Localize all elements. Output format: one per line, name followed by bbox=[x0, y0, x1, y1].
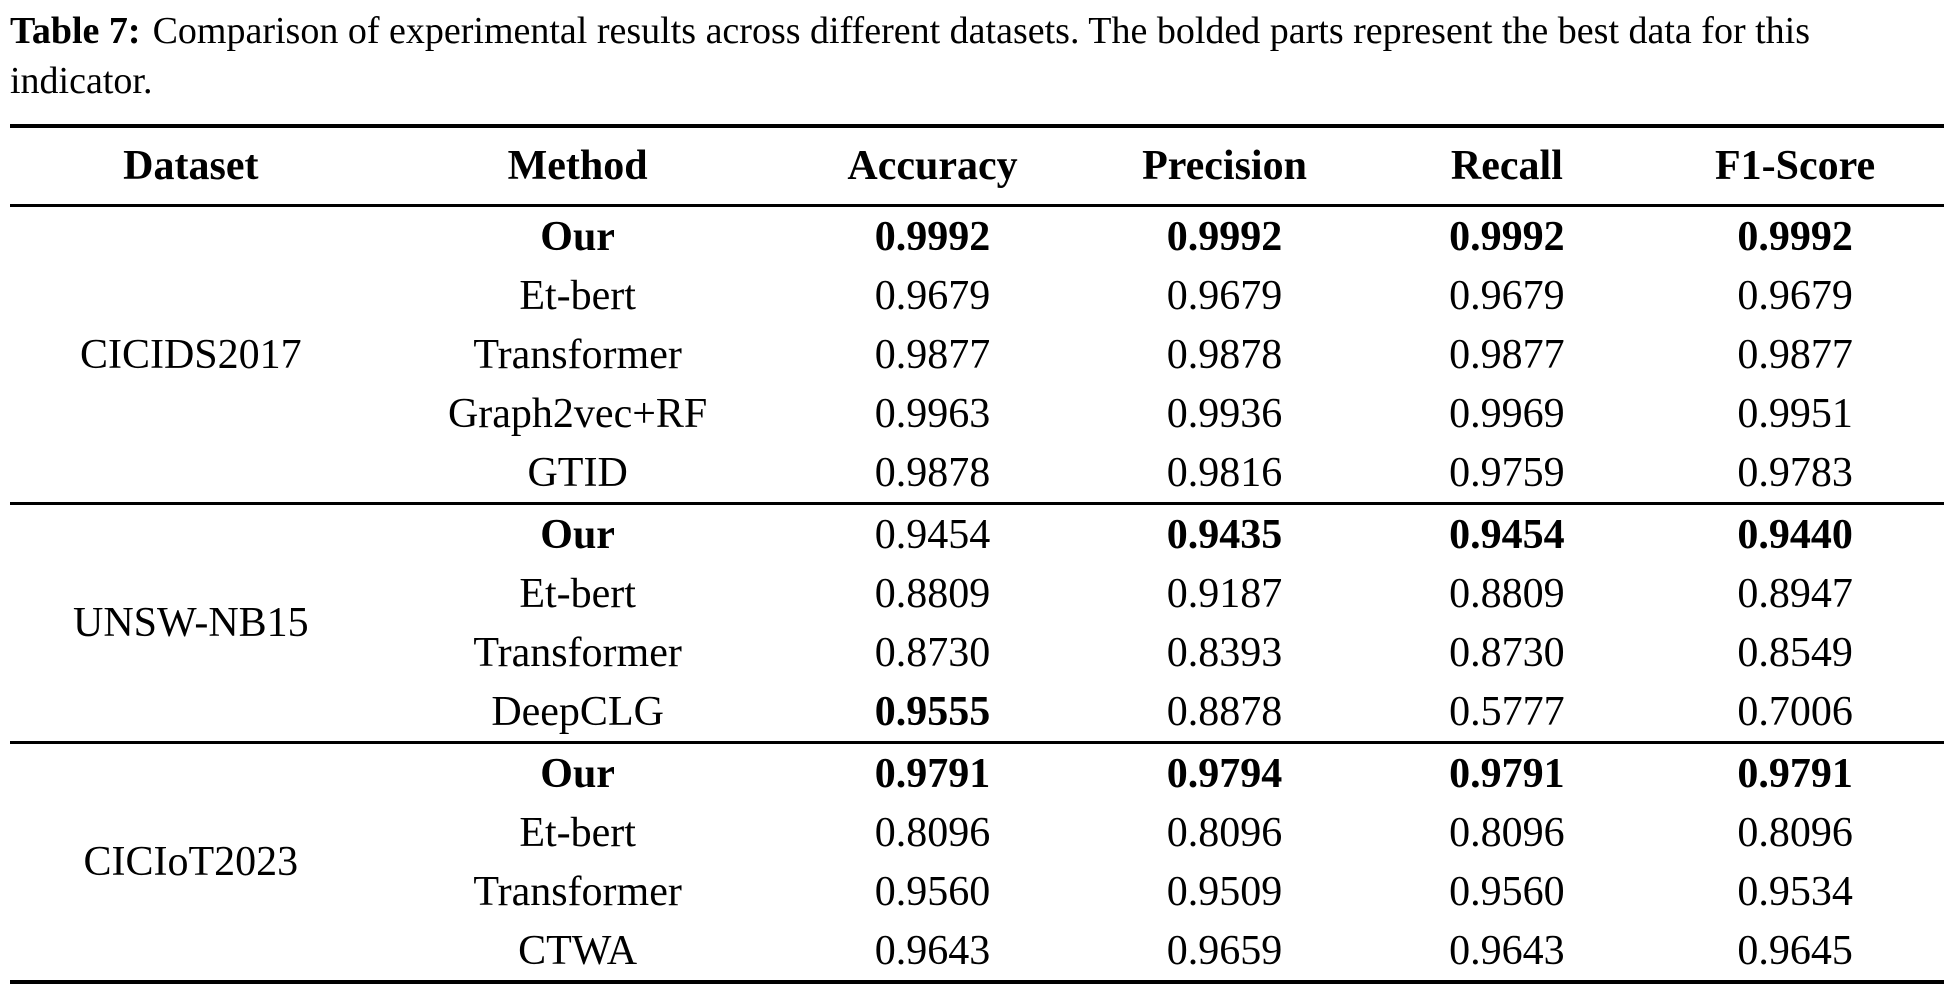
method-cell: Et-bert bbox=[519, 570, 636, 617]
method-cell: Our bbox=[540, 750, 615, 797]
table-row: DeepCLG 0.9555 0.8878 0.5777 0.7006 bbox=[10, 682, 1944, 743]
table-row: Et-bert 0.8809 0.9187 0.8809 0.8947 bbox=[10, 564, 1944, 623]
table-row: Et-bert 0.8096 0.8096 0.8096 0.8096 bbox=[10, 803, 1944, 862]
value-cell: 0.9951 bbox=[1737, 390, 1853, 437]
table-row: GTID 0.9878 0.9816 0.9759 0.9783 bbox=[10, 443, 1944, 504]
value-cell: 0.8096 bbox=[874, 809, 991, 856]
group-unsw-nb15: UNSW-NB15 Our 0.9454 0.9435 0.9454 0.944… bbox=[10, 504, 1944, 743]
value-cell: 0.8947 bbox=[1737, 570, 1853, 617]
value-cell: 0.9643 bbox=[1449, 927, 1565, 974]
value-cell: 0.9783 bbox=[1737, 449, 1853, 496]
value-cell: 0.9992 bbox=[874, 213, 991, 260]
value-cell: 0.8809 bbox=[874, 570, 991, 617]
value-cell: 0.9969 bbox=[1449, 390, 1565, 437]
value-cell: 0.9992 bbox=[1449, 213, 1565, 260]
value-cell: 0.9963 bbox=[874, 390, 991, 437]
value-cell: 0.9454 bbox=[1449, 511, 1565, 558]
table-row: UNSW-NB15 Our 0.9454 0.9435 0.9454 0.944… bbox=[10, 504, 1944, 647]
value-cell: 0.9992 bbox=[1737, 213, 1853, 260]
method-cell: Our bbox=[540, 213, 615, 260]
group-ciciot2023: CICIoT2023 Our 0.9791 0.9794 0.9791 0.97… bbox=[10, 743, 1944, 983]
value-cell: 0.9878 bbox=[1166, 331, 1283, 378]
value-cell: 0.9454 bbox=[874, 511, 991, 558]
value-cell: 0.9643 bbox=[874, 927, 991, 974]
table-row: Transformer 0.8730 0.8393 0.8730 0.8549 bbox=[10, 623, 1944, 682]
method-cell: Transformer bbox=[473, 629, 682, 676]
value-cell: 0.8393 bbox=[1166, 629, 1283, 676]
value-cell: 0.9791 bbox=[1737, 750, 1853, 797]
value-cell: 0.8096 bbox=[1166, 809, 1283, 856]
value-cell: 0.5777 bbox=[1449, 688, 1565, 735]
table-row: Transformer 0.9877 0.9878 0.9877 0.9877 bbox=[10, 325, 1944, 384]
table-caption: Table 7: Comparison of experimental resul… bbox=[10, 6, 1944, 106]
method-cell: Our bbox=[540, 511, 615, 558]
caption-text: Comparison of experimental results acros… bbox=[10, 10, 1811, 103]
method-cell: DeepCLG bbox=[491, 688, 664, 735]
value-cell: 0.8096 bbox=[1449, 809, 1565, 856]
header-accuracy: Accuracy bbox=[783, 124, 1082, 208]
table-row: CICIDS2017 Our 0.9992 0.9992 0.9992 0.99… bbox=[10, 206, 1944, 378]
value-cell: 0.8878 bbox=[1166, 688, 1283, 735]
value-cell: 0.8809 bbox=[1449, 570, 1565, 617]
table-row: CICIoT2023 Our 0.9791 0.9794 0.9791 0.97… bbox=[10, 743, 1944, 886]
method-cell: CTWA bbox=[518, 927, 638, 974]
value-cell: 0.9878 bbox=[874, 449, 991, 496]
value-cell: 0.9791 bbox=[874, 750, 991, 797]
value-cell: 0.9992 bbox=[1166, 213, 1283, 260]
value-cell: 0.8730 bbox=[874, 629, 991, 676]
method-cell: Et-bert bbox=[519, 809, 636, 856]
value-cell: 0.9187 bbox=[1166, 570, 1283, 617]
value-cell: 0.9560 bbox=[874, 868, 991, 915]
value-cell: 0.9440 bbox=[1737, 511, 1853, 558]
value-cell: 0.9645 bbox=[1737, 927, 1853, 974]
value-cell: 0.9679 bbox=[1737, 272, 1853, 319]
value-cell: 0.9936 bbox=[1166, 390, 1283, 437]
results-table: Dataset Method Accuracy Precision Recall… bbox=[10, 124, 1944, 984]
method-cell: Graph2vec+RF bbox=[447, 390, 708, 437]
value-cell: 0.9679 bbox=[874, 272, 991, 319]
value-cell: 0.9435 bbox=[1166, 511, 1283, 558]
dataset-cell: CICIDS2017 bbox=[79, 331, 302, 378]
value-cell: 0.9877 bbox=[1737, 331, 1853, 378]
value-cell: 0.9509 bbox=[1166, 868, 1283, 915]
value-cell: 0.8549 bbox=[1737, 629, 1853, 676]
dataset-cell: UNSW-NB15 bbox=[72, 600, 309, 647]
group-cicids2017: CICIDS2017 Our 0.9992 0.9992 0.9992 0.99… bbox=[10, 206, 1944, 504]
method-cell: Transformer bbox=[473, 868, 682, 915]
value-cell: 0.9816 bbox=[1166, 449, 1283, 496]
value-cell: 0.9759 bbox=[1449, 449, 1565, 496]
value-cell: 0.9555 bbox=[874, 688, 991, 735]
header-f1-score: F1-Score bbox=[1646, 124, 1944, 208]
table-row: Transformer 0.9560 0.9509 0.9560 0.9534 bbox=[10, 862, 1944, 921]
value-cell: 0.8730 bbox=[1449, 629, 1565, 676]
table-header-row: Dataset Method Accuracy Precision Recall… bbox=[10, 124, 1944, 208]
header-method: Method bbox=[371, 124, 784, 208]
value-cell: 0.9534 bbox=[1737, 868, 1853, 915]
table-row: CTWA 0.9643 0.9659 0.9643 0.9645 bbox=[10, 921, 1944, 982]
header-dataset: Dataset bbox=[10, 124, 372, 208]
value-cell: 0.9659 bbox=[1166, 927, 1283, 974]
dataset-cell: CICIoT2023 bbox=[83, 839, 299, 886]
table-row: Et-bert 0.9679 0.9679 0.9679 0.9679 bbox=[10, 266, 1944, 325]
header-precision: Precision bbox=[1081, 124, 1368, 208]
header-recall: Recall bbox=[1367, 124, 1647, 208]
table-row: Graph2vec+RF 0.9963 0.9936 0.9969 0.9951 bbox=[10, 384, 1944, 443]
value-cell: 0.9877 bbox=[874, 331, 991, 378]
value-cell: 0.9679 bbox=[1449, 272, 1565, 319]
value-cell: 0.9679 bbox=[1166, 272, 1283, 319]
value-cell: 0.7006 bbox=[1737, 688, 1853, 735]
method-cell: GTID bbox=[527, 449, 628, 496]
value-cell: 0.9791 bbox=[1449, 750, 1565, 797]
method-cell: Transformer bbox=[473, 331, 682, 378]
value-cell: 0.9794 bbox=[1166, 750, 1283, 797]
caption-label: Table 7: bbox=[10, 10, 141, 52]
value-cell: 0.9560 bbox=[1449, 868, 1565, 915]
value-cell: 0.9877 bbox=[1449, 331, 1565, 378]
value-cell: 0.8096 bbox=[1737, 809, 1853, 856]
method-cell: Et-bert bbox=[519, 272, 636, 319]
